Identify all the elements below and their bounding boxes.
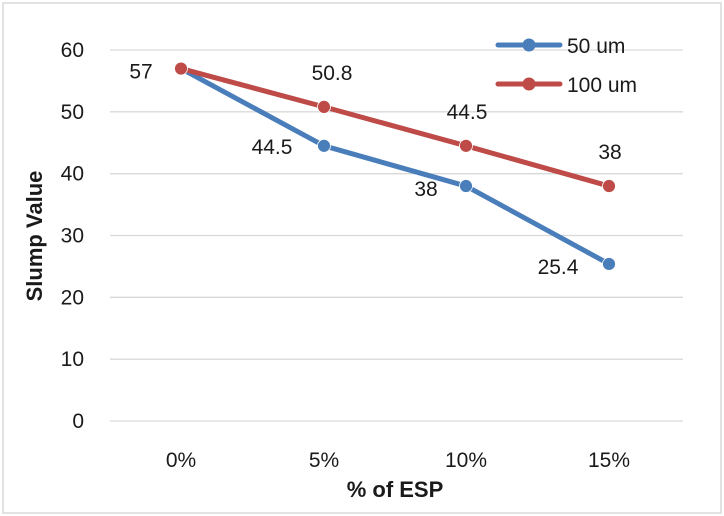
data-point [317,138,331,153]
x-axis-title: % of ESP [347,477,444,502]
data-point [317,99,331,114]
data-point [602,257,616,271]
series-lines [174,61,616,271]
y-tick-label: 0 [72,410,84,433]
y-tick-label: 60 [61,39,84,62]
y-tick-label: 20 [61,286,84,309]
data-point [174,61,188,76]
legend-marker [522,38,536,52]
legend-marker [522,77,536,91]
data-label: 25.4 [538,256,579,279]
x-tick-label: 10% [445,449,487,472]
x-tick-label: 15% [588,449,630,472]
x-tick-labels: 0% 5% 10% 15% [166,449,630,472]
data-label: 50.8 [312,62,353,85]
legend-label: 100 um [567,74,637,97]
legend: 50 um 100 um [495,35,637,97]
data-label: 44.5 [447,101,488,124]
legend-label: 50 um [567,35,625,58]
y-tick-label: 30 [61,225,84,248]
data-label: 38 [414,178,437,201]
y-tick-label: 10 [61,348,84,371]
data-point [459,138,473,153]
data-label: 44.5 [252,136,293,159]
data-point [602,179,616,193]
data-labels: 57 44.5 38 25.4 50.8 44.5 38 [129,61,621,279]
y-tick-label: 40 [61,163,84,186]
data-point [459,179,473,193]
y-axis-title: Slump Value [22,171,47,302]
series-line-50-um [178,66,612,267]
x-tick-label: 0% [166,449,196,472]
data-label: 38 [598,141,621,164]
gridlines [110,49,683,422]
series-line-100-um [178,66,612,189]
x-tick-label: 5% [309,449,339,472]
data-label: 57 [129,61,152,84]
y-tick-label: 50 [61,101,84,124]
y-tick-labels: 0 10 20 30 40 50 60 [61,39,84,433]
